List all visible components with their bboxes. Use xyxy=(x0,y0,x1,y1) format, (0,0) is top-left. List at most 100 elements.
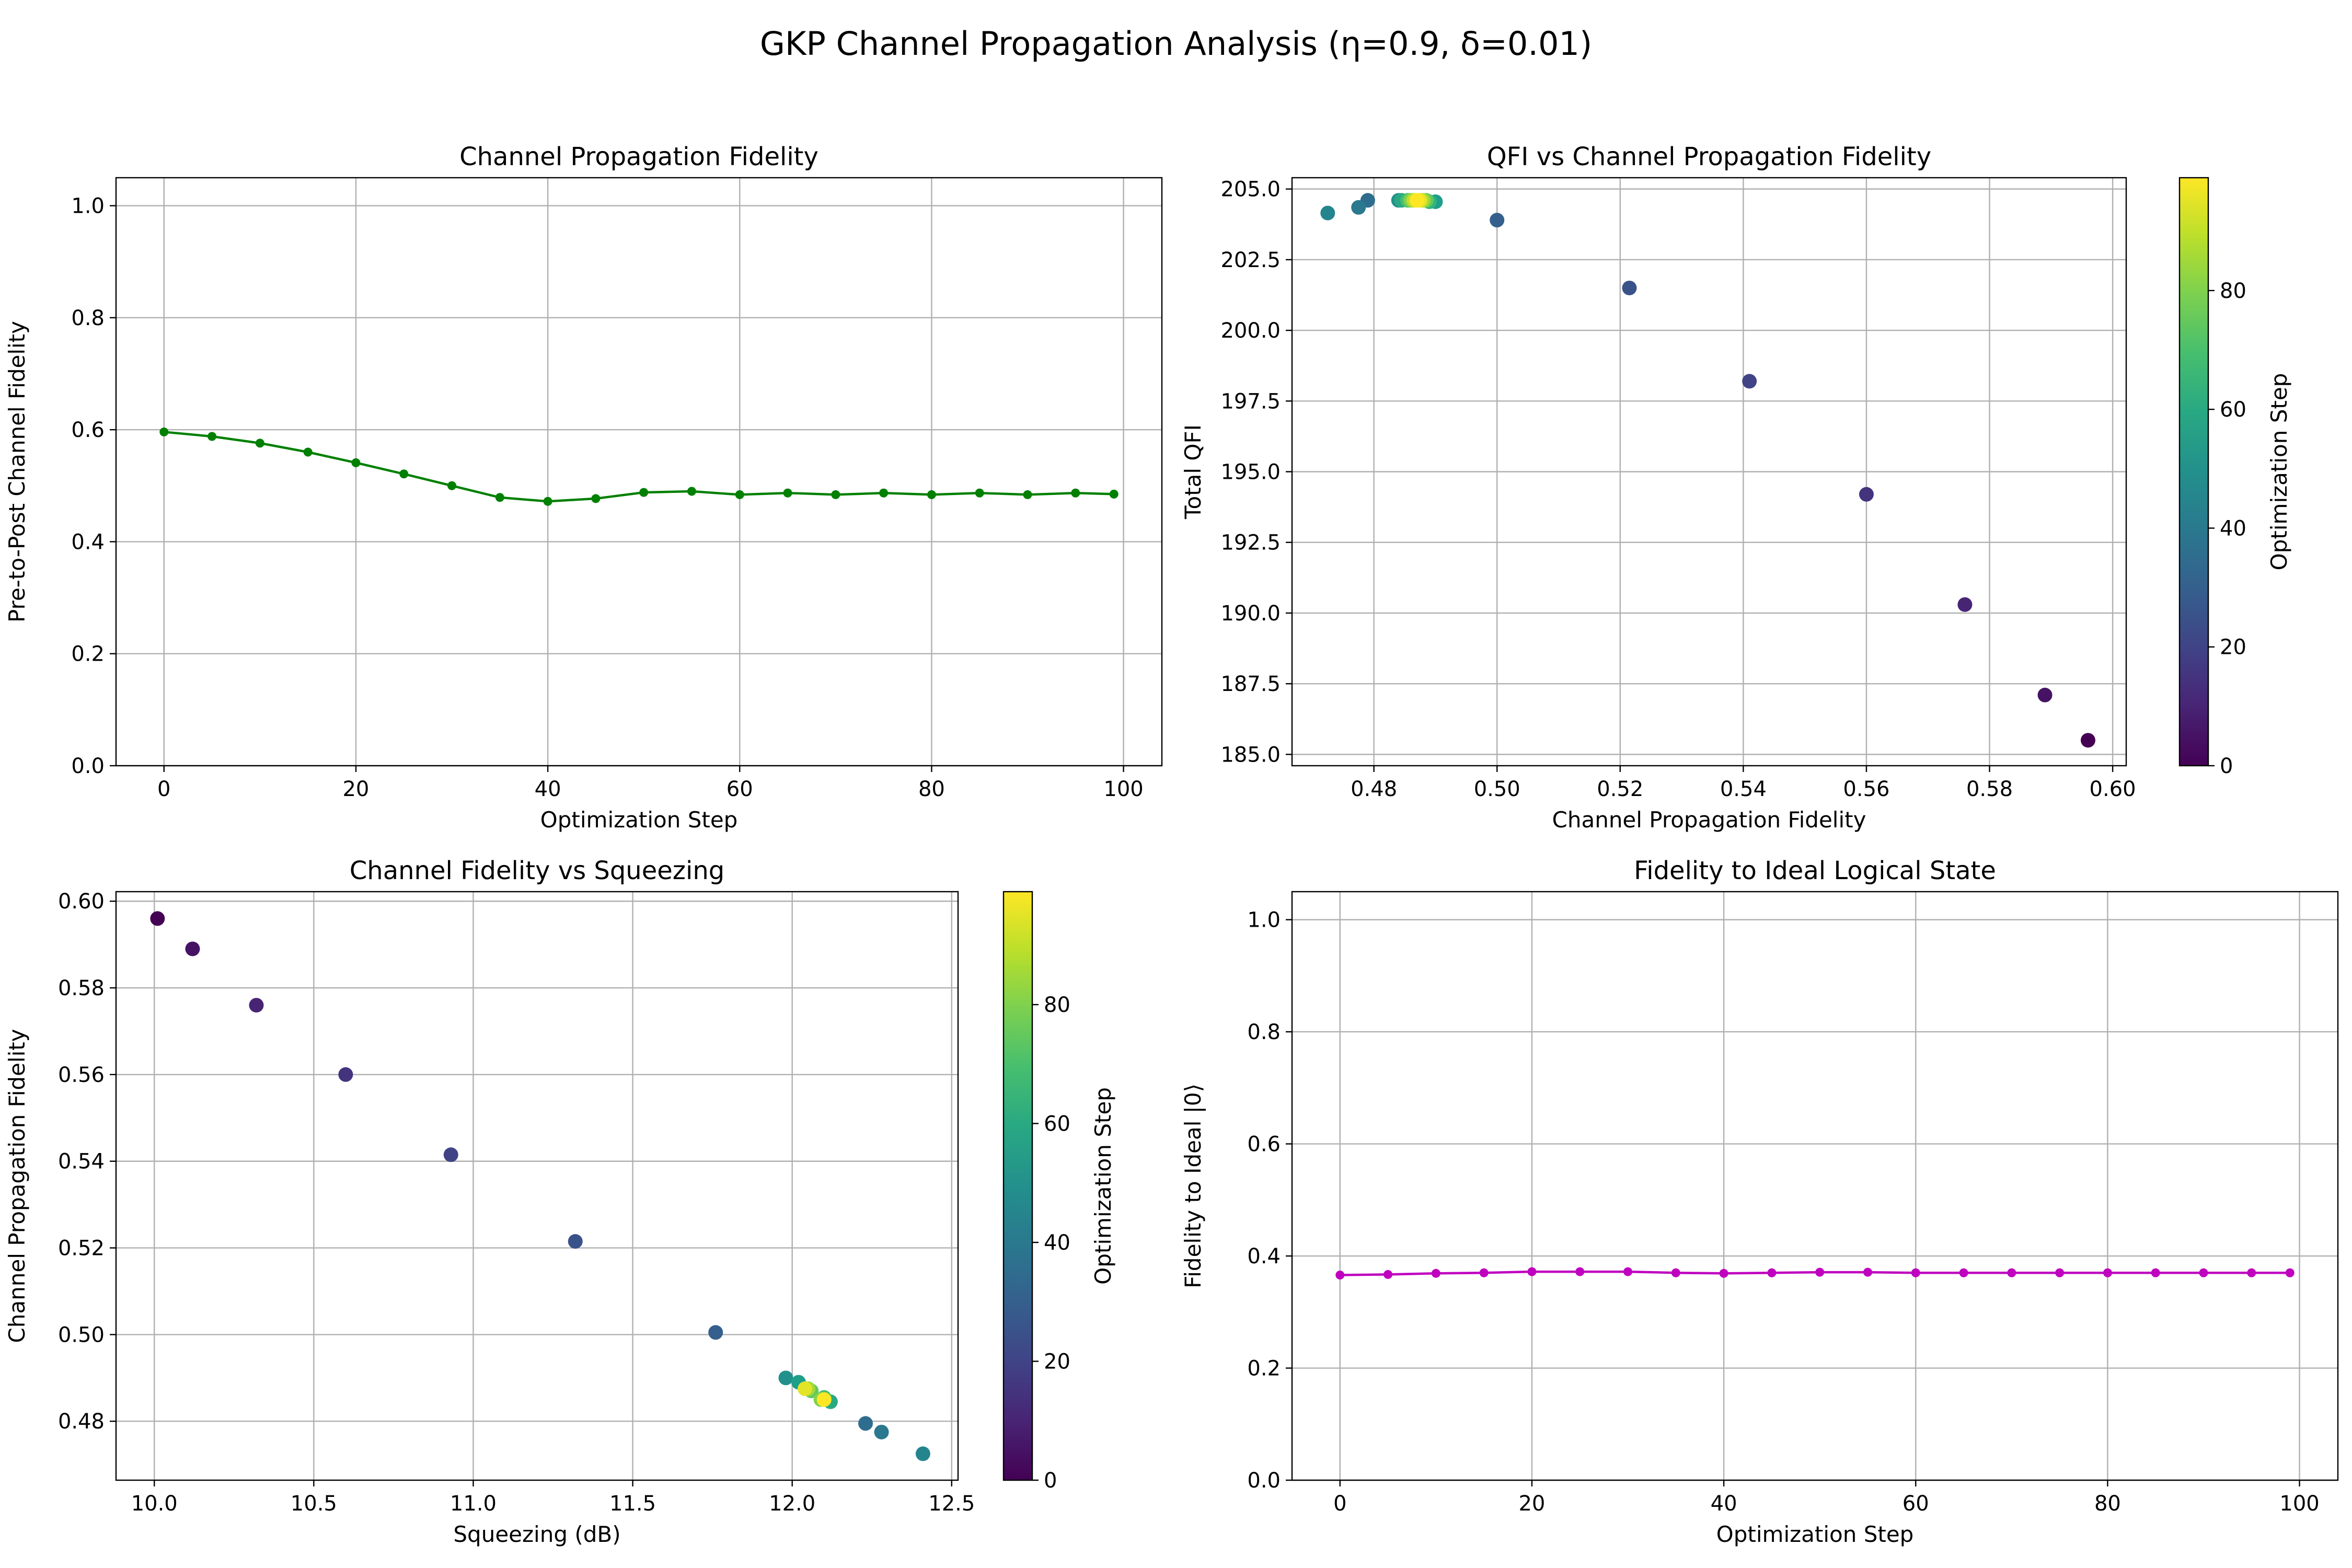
subplot-4: 0 20 40 60 80 100 0.0 0.2 0.4 0.6 0.8 1.0 Fidelity t… xyxy=(1180,856,2339,1547)
y-tick-label: 0.2 xyxy=(1247,1357,1281,1381)
axes-frame xyxy=(1291,891,2339,1481)
y-tick-label: 0.54 xyxy=(58,1150,105,1174)
x-tick-label: 80 xyxy=(918,777,945,801)
y-tick-label: 0.8 xyxy=(1247,1020,1281,1044)
colorbar-tick-label: 0 xyxy=(2220,754,2233,778)
data-point xyxy=(783,488,792,498)
scatter-point xyxy=(249,998,264,1013)
scatter-point xyxy=(858,1416,873,1431)
x-tick-label: 100 xyxy=(1103,777,1143,801)
y-tick-label: 0.6 xyxy=(1247,1133,1281,1157)
y-tick-label: 0.4 xyxy=(71,530,105,554)
y-tick-label: 0.2 xyxy=(71,642,105,666)
data-point xyxy=(2151,1268,2160,1277)
data-point xyxy=(975,488,984,498)
y-tick-label: 1.0 xyxy=(1247,908,1281,932)
data-point xyxy=(927,490,936,499)
x-tick-label: 0.60 xyxy=(2090,777,2136,801)
y-tick-label: 0.6 xyxy=(71,418,105,442)
colorbar-label: Optimization Step xyxy=(2266,373,2292,571)
y-axis-label: Pre-to-Post Channel Fidelity xyxy=(4,321,30,622)
colorbar-tick-label: 20 xyxy=(2220,636,2246,660)
y-tick-label: 0.0 xyxy=(1247,1469,1281,1493)
data-point xyxy=(399,469,409,479)
data-point xyxy=(207,432,217,441)
data-point xyxy=(1719,1269,1728,1278)
data-point xyxy=(1335,1271,1345,1280)
scatter-point xyxy=(2037,687,2053,702)
scatter-point xyxy=(1410,193,1425,208)
data-point xyxy=(1527,1267,1537,1276)
y-tick-label: 205.0 xyxy=(1220,178,1281,202)
scatter-point xyxy=(1622,280,1637,295)
x-tick-label: 0.52 xyxy=(1597,777,1643,801)
data-point xyxy=(735,490,744,499)
data-point xyxy=(1431,1269,1440,1278)
data-point xyxy=(303,447,313,457)
y-tick-label: 0.56 xyxy=(58,1063,105,1087)
y-tick-label: 197.5 xyxy=(1220,389,1281,413)
scatter-point xyxy=(443,1147,458,1162)
y-tick-label: 0.0 xyxy=(71,754,105,778)
colorbar-tick-label: 60 xyxy=(2220,398,2246,422)
data-point xyxy=(879,488,889,498)
x-tick-label: 60 xyxy=(1903,1492,1929,1516)
x-tick-label: 80 xyxy=(2094,1492,2121,1516)
subplot-title: Channel Propagation Fidelity xyxy=(459,142,818,171)
scatter-point xyxy=(568,1234,583,1249)
y-axis-label: Fidelity to Ideal |0⟩ xyxy=(1180,1083,1206,1288)
x-axis-label: Squeezing (dB) xyxy=(453,1521,620,1547)
colorbar-tick-label: 40 xyxy=(1044,1231,1070,1255)
scatter-point xyxy=(1351,200,1366,215)
data-point xyxy=(255,439,264,448)
data-point xyxy=(2103,1268,2112,1277)
scatter-point xyxy=(2080,733,2095,748)
data-point xyxy=(639,488,649,497)
colorbar xyxy=(1002,891,1033,1481)
y-axis-label: Total QFI xyxy=(1180,424,1206,520)
data-point xyxy=(1863,1267,1872,1277)
x-axis-label: Channel Propagation Fidelity xyxy=(1552,807,1866,833)
y-tick-label: 0.48 xyxy=(58,1410,105,1434)
scatter-point xyxy=(338,1067,353,1082)
axes-frame xyxy=(115,177,1163,767)
scatter-point xyxy=(185,941,200,956)
y-tick-label: 0.50 xyxy=(58,1323,105,1347)
y-tick-label: 185.0 xyxy=(1220,743,1281,767)
y-tick-label: 0.58 xyxy=(58,976,105,1000)
scatter-point xyxy=(1957,597,1973,612)
data-point xyxy=(1671,1268,1680,1277)
data-point xyxy=(2247,1268,2256,1277)
x-tick-label: 11.0 xyxy=(450,1492,497,1516)
colorbar xyxy=(2178,177,2209,767)
scatter-point xyxy=(1490,213,1505,228)
y-tick-label: 195.0 xyxy=(1220,460,1281,485)
data-point xyxy=(1023,490,1032,499)
y-tick-label: 0.4 xyxy=(1247,1244,1281,1269)
subplot-title: QFI vs Channel Propagation Fidelity xyxy=(1487,142,1931,171)
scatter-point xyxy=(1742,374,1757,389)
colorbar-tick-label: 60 xyxy=(1044,1112,1070,1136)
y-tick-label: 200.0 xyxy=(1220,319,1281,343)
scatter-point xyxy=(1859,487,1874,502)
y-tick-label: 0.60 xyxy=(58,890,105,914)
data-point xyxy=(2285,1268,2295,1277)
colorbar-tick-label: 80 xyxy=(1044,993,1070,1017)
subplot-title: Channel Fidelity vs Squeezing xyxy=(350,856,724,885)
x-tick-label: 20 xyxy=(1518,1492,1545,1516)
data-point xyxy=(1911,1268,1920,1277)
scatter-point xyxy=(1320,205,1335,221)
scatter-point xyxy=(150,911,165,926)
x-tick-label: 0.56 xyxy=(1843,777,1889,801)
colorbar-tick-label: 80 xyxy=(2220,279,2246,303)
x-tick-label: 11.5 xyxy=(609,1492,656,1516)
x-tick-label: 0.58 xyxy=(1966,777,2013,801)
x-axis-label: Optimization Step xyxy=(1716,1521,1914,1547)
y-tick-label: 1.0 xyxy=(71,194,105,218)
scatter-point xyxy=(798,1381,813,1397)
scatter-point xyxy=(816,1392,832,1407)
x-tick-label: 10.5 xyxy=(291,1492,337,1516)
x-tick-label: 40 xyxy=(1711,1492,1737,1516)
axes-frame xyxy=(115,891,959,1481)
